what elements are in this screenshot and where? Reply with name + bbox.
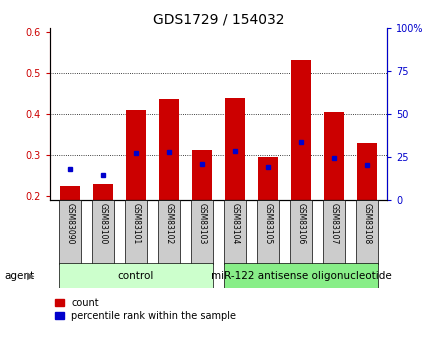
Bar [59, 200, 81, 264]
Text: GSM83103: GSM83103 [197, 203, 206, 245]
Bar [92, 200, 114, 264]
Bar [225, 98, 244, 200]
Bar [256, 200, 279, 264]
Text: GSM83102: GSM83102 [164, 203, 173, 245]
Bar [289, 200, 312, 264]
Bar [159, 99, 178, 200]
Title: GDS1729 / 154032: GDS1729 / 154032 [152, 12, 284, 27]
Bar [60, 186, 79, 200]
Bar [93, 185, 112, 200]
Bar [291, 60, 310, 200]
Bar [322, 200, 345, 264]
Text: GSM83090: GSM83090 [65, 203, 74, 245]
Bar [224, 263, 377, 288]
Text: GSM83107: GSM83107 [329, 203, 338, 245]
Bar [191, 200, 213, 264]
Text: GSM83104: GSM83104 [230, 203, 239, 245]
Text: ▶: ▶ [27, 271, 34, 280]
Bar [258, 157, 277, 200]
Bar [357, 142, 376, 200]
Text: GSM83105: GSM83105 [263, 203, 272, 245]
Bar [324, 112, 343, 200]
Text: control: control [118, 271, 154, 280]
Bar [355, 200, 377, 264]
Bar [59, 263, 213, 288]
Text: GSM83106: GSM83106 [296, 203, 305, 245]
Text: agent: agent [4, 271, 34, 280]
Text: GSM83108: GSM83108 [362, 203, 371, 245]
Bar [125, 200, 147, 264]
Bar [126, 110, 145, 200]
Bar [224, 200, 246, 264]
Text: miR-122 antisense oligonucleotide: miR-122 antisense oligonucleotide [210, 271, 391, 280]
Legend: count, percentile rank within the sample: count, percentile rank within the sample [55, 298, 236, 321]
Bar [192, 150, 211, 200]
Text: GSM83101: GSM83101 [131, 203, 140, 245]
Bar [158, 200, 180, 264]
Text: GSM83100: GSM83100 [98, 203, 107, 245]
